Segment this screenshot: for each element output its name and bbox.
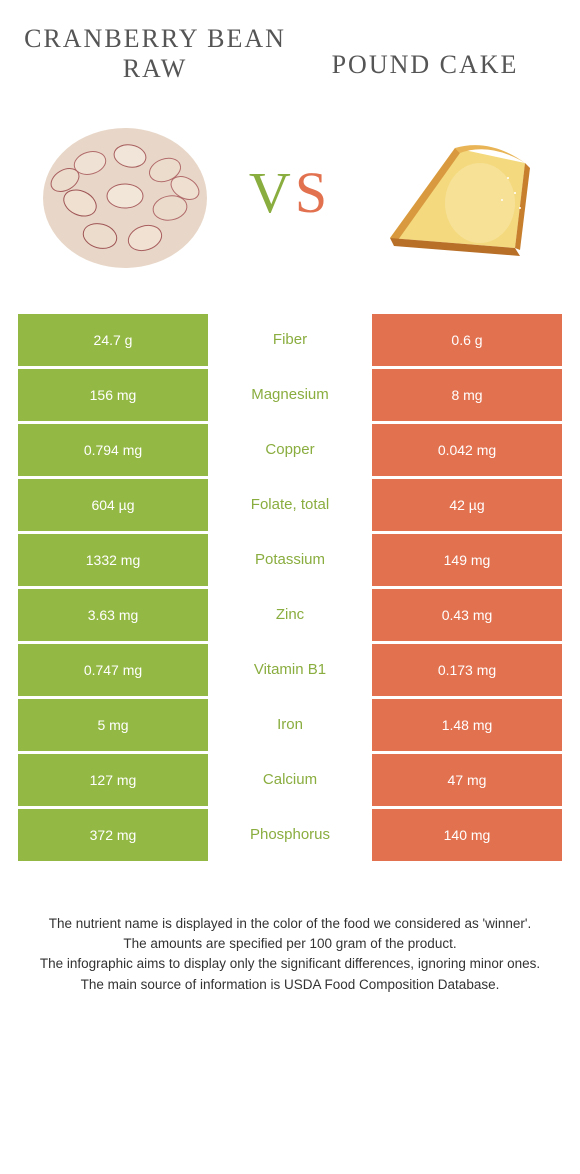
- right-value: 0.042 mg: [372, 424, 562, 476]
- table-row: 372 mgPhosphorus140 mg: [18, 809, 562, 861]
- right-value: 140 mg: [372, 809, 562, 861]
- table-row: 24.7 gFiber0.6 g: [18, 314, 562, 366]
- nutrient-label: Folate, total: [208, 479, 372, 531]
- table-row: 3.63 mgZinc0.43 mg: [18, 589, 562, 641]
- footer-line: The amounts are specified per 100 gram o…: [30, 934, 550, 954]
- nutrient-label: Iron: [208, 699, 372, 751]
- vs-s: S: [295, 160, 331, 225]
- table-row: 5 mgIron1.48 mg: [18, 699, 562, 751]
- right-value: 0.173 mg: [372, 644, 562, 696]
- left-value: 156 mg: [18, 369, 208, 421]
- left-value: 127 mg: [18, 754, 208, 806]
- right-value: 1.48 mg: [372, 699, 562, 751]
- header: Cranberry bean raw Pound cake: [0, 0, 580, 84]
- left-value: 3.63 mg: [18, 589, 208, 641]
- nutrient-label: Fiber: [208, 314, 372, 366]
- right-value: 47 mg: [372, 754, 562, 806]
- right-food-title: Pound cake: [290, 50, 560, 80]
- nutrient-label: Vitamin B1: [208, 644, 372, 696]
- vs-v: V: [249, 160, 295, 225]
- left-value: 372 mg: [18, 809, 208, 861]
- footer-line: The main source of information is USDA F…: [30, 975, 550, 995]
- left-value: 24.7 g: [18, 314, 208, 366]
- right-value: 8 mg: [372, 369, 562, 421]
- nutrient-label: Phosphorus: [208, 809, 372, 861]
- nutrient-table: 24.7 gFiber0.6 g156 mgMagnesium8 mg0.794…: [0, 314, 580, 861]
- table-row: 0.747 mgVitamin B10.173 mg: [18, 644, 562, 696]
- footer-line: The nutrient name is displayed in the co…: [30, 914, 550, 934]
- right-food-image: [360, 108, 550, 278]
- image-row: VS: [0, 84, 580, 314]
- table-row: 604 µgFolate, total42 µg: [18, 479, 562, 531]
- table-row: 1332 mgPotassium149 mg: [18, 534, 562, 586]
- right-value: 42 µg: [372, 479, 562, 531]
- vs-label: VS: [249, 159, 331, 226]
- right-value: 0.6 g: [372, 314, 562, 366]
- left-value: 5 mg: [18, 699, 208, 751]
- nutrient-label: Zinc: [208, 589, 372, 641]
- nutrient-label: Calcium: [208, 754, 372, 806]
- left-value: 604 µg: [18, 479, 208, 531]
- left-food-image: [30, 108, 220, 278]
- nutrient-label: Potassium: [208, 534, 372, 586]
- nutrient-label: Copper: [208, 424, 372, 476]
- right-value: 149 mg: [372, 534, 562, 586]
- table-row: 0.794 mgCopper0.042 mg: [18, 424, 562, 476]
- table-row: 156 mgMagnesium8 mg: [18, 369, 562, 421]
- footer-line: The infographic aims to display only the…: [30, 954, 550, 974]
- left-food-title: Cranberry bean raw: [20, 24, 290, 84]
- footer-notes: The nutrient name is displayed in the co…: [0, 864, 580, 995]
- left-value: 0.794 mg: [18, 424, 208, 476]
- left-value: 0.747 mg: [18, 644, 208, 696]
- left-value: 1332 mg: [18, 534, 208, 586]
- table-row: 127 mgCalcium47 mg: [18, 754, 562, 806]
- right-value: 0.43 mg: [372, 589, 562, 641]
- nutrient-label: Magnesium: [208, 369, 372, 421]
